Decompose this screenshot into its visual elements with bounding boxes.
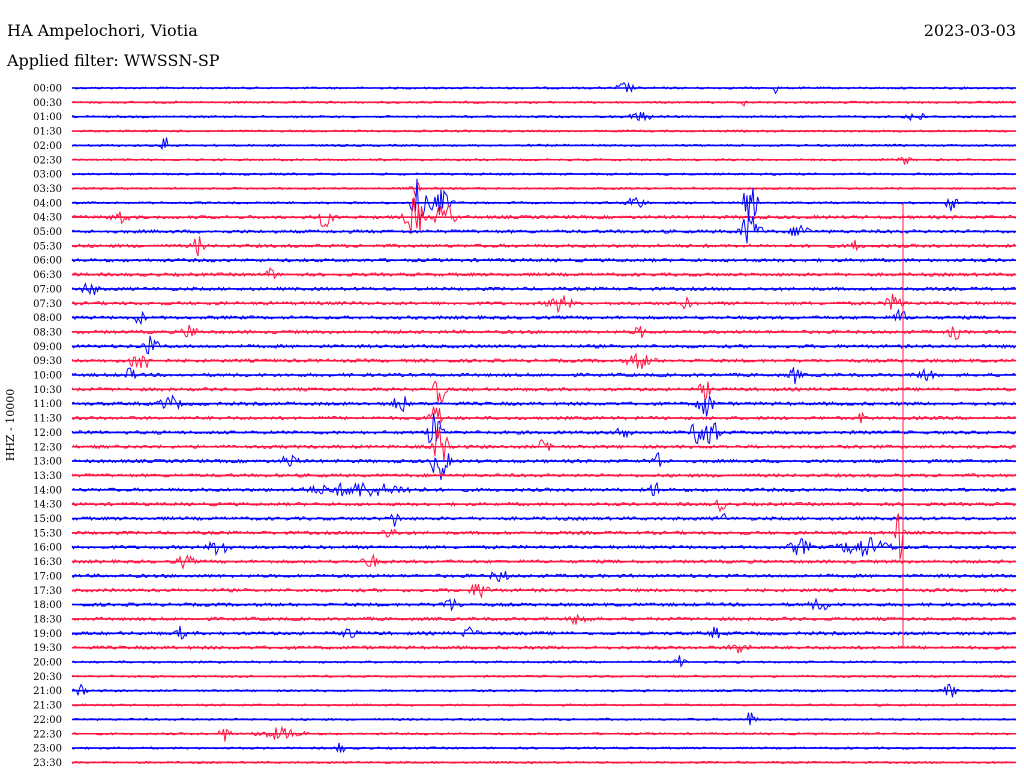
tick-label-2230: 22:30 [33, 729, 62, 740]
tick-label-0530: 05:30 [33, 241, 62, 252]
tick-label-1500: 15:00 [33, 514, 62, 525]
channel-label: HHZ - 10000 [4, 389, 17, 462]
tick-label-2300: 23:00 [33, 744, 62, 755]
tick-label-1300: 13:00 [33, 457, 62, 468]
tick-label-1030: 10:30 [33, 385, 62, 396]
tick-label-0500: 05:00 [33, 227, 62, 238]
tick-label-1230: 12:30 [33, 442, 62, 453]
tick-label-2030: 20:30 [33, 672, 62, 683]
tick-label-0830: 08:30 [33, 327, 62, 338]
tick-label-0000: 00:00 [33, 84, 62, 95]
tick-label-0230: 02:30 [33, 155, 62, 166]
tick-label-1630: 16:30 [33, 557, 62, 568]
filter-label: Applied filter: WWSSN-SP [6, 51, 220, 70]
tick-label-2100: 21:00 [33, 686, 62, 697]
tick-label-2000: 20:00 [33, 658, 62, 669]
tick-label-0800: 08:00 [33, 313, 62, 324]
tick-label-1730: 17:30 [33, 586, 62, 597]
tick-label-1000: 10:00 [33, 371, 62, 382]
seismic-traces [71, 81, 1016, 765]
tick-label-1600: 16:00 [33, 543, 62, 554]
tick-label-2200: 22:00 [33, 715, 62, 726]
tick-label-1130: 11:30 [33, 414, 62, 425]
trace-row-1930 [71, 644, 1016, 654]
tick-label-0930: 09:30 [33, 356, 62, 367]
tick-label-2330: 23:30 [33, 758, 62, 769]
tick-label-0030: 00:30 [33, 98, 62, 109]
tick-label-0130: 01:30 [33, 127, 62, 138]
tick-label-2130: 21:30 [33, 701, 62, 712]
tick-label-0300: 03:00 [33, 170, 62, 181]
tick-label-0100: 01:00 [33, 112, 62, 123]
station-title: HA Ampelochori, Viotia [7, 21, 198, 40]
tick-label-0330: 03:30 [33, 184, 62, 195]
tick-label-0400: 04:00 [33, 198, 62, 209]
tick-label-1100: 11:00 [33, 399, 62, 410]
tick-label-1700: 17:00 [33, 571, 62, 582]
tick-label-1930: 19:30 [33, 643, 62, 654]
tick-label-1200: 12:00 [33, 428, 62, 439]
tick-label-0200: 02:00 [33, 141, 62, 152]
tick-label-1830: 18:30 [33, 614, 62, 625]
date-label: 2023-03-03 [924, 21, 1016, 40]
tick-label-0900: 09:00 [33, 342, 62, 353]
tick-label-1330: 13:30 [33, 471, 62, 482]
tick-label-1800: 18:00 [33, 600, 62, 611]
tick-label-1900: 19:00 [33, 629, 62, 640]
trace-row-0830 [71, 324, 1016, 341]
tick-label-0700: 07:00 [33, 284, 62, 295]
tick-label-1530: 15:30 [33, 528, 62, 539]
tick-label-0600: 06:00 [33, 256, 62, 267]
tick-label-1430: 14:30 [33, 500, 62, 511]
tick-label-1400: 14:00 [33, 485, 62, 496]
tick-label-0630: 06:30 [33, 270, 62, 281]
time-tick-labels: 00:00 00:30 01:00 01:30 02:00 02:30 03:00 03:30… [33, 84, 62, 769]
tick-label-0430: 04:30 [33, 213, 62, 224]
tick-label-0730: 07:30 [33, 299, 62, 310]
